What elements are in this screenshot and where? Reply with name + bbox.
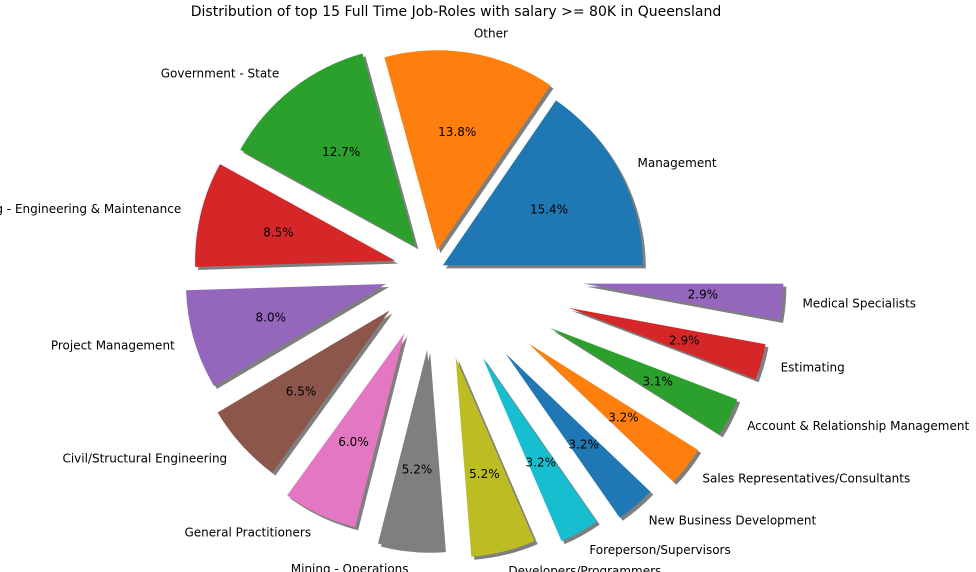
pct-label-medical-specialists: 2.9%: [688, 288, 719, 302]
slice-government-state: [240, 53, 416, 247]
slice-label-management: Management: [637, 156, 716, 170]
chart-title: Distribution of top 15 Full Time Job-Rol…: [190, 4, 722, 20]
slice-label-general-practitioners: General Practitioners: [185, 526, 312, 540]
slice-label-sales-representatives-consultants: Sales Representatives/Consultants: [702, 472, 910, 486]
pct-label-general-practitioners: 6.0%: [338, 435, 369, 449]
slice-account-relationship-management: [550, 328, 738, 435]
slice-estimating: [568, 307, 766, 380]
slice-mining-engineering-maintenance: [195, 164, 396, 267]
slice-civil-structural-engineering: [217, 310, 390, 473]
slice-sales-representatives-consultants: [528, 343, 699, 482]
slice-label-government-state: Government - State: [161, 67, 280, 81]
slice-label-mining-engineering-maintenance: Mining - Engineering & Maintenance: [0, 202, 181, 216]
slice-label-new-business-development: New Business Development: [649, 514, 817, 528]
pct-label-civil-structural-engineering: 6.5%: [286, 384, 317, 398]
slice-other: [384, 50, 551, 251]
label-layer: 15.4% Management 13.8% Other 12.7% Government…: [0, 26, 969, 572]
slice-label-medical-specialists: Medical Specialists: [802, 297, 916, 311]
slice-label-estimating: Estimating: [781, 360, 845, 374]
pct-label-developers-programmers: 5.2%: [469, 467, 500, 481]
pct-label-estimating: 2.9%: [669, 333, 700, 347]
pct-label-sales-representatives-consultants: 3.2%: [608, 410, 639, 424]
pct-label-project-management: 8.0%: [256, 311, 287, 325]
pct-label-other: 13.8%: [438, 125, 476, 139]
slice-label-developers-programmers: Developers/Programmers: [508, 564, 661, 572]
slice-mining-operations: [377, 349, 443, 550]
slice-general-practitioners: [287, 333, 405, 528]
pct-label-government-state: 12.7%: [322, 145, 360, 159]
slice-label-foreperson-supervisors: Foreperson/Supervisors: [589, 543, 730, 557]
slice-label-account-relationship-management: Account & Relationship Management: [747, 419, 969, 433]
slice-medical-specialists: [583, 283, 784, 320]
slice-label-other: Other: [474, 26, 508, 40]
slice-new-business-development: [505, 353, 651, 518]
pct-label-new-business-development: 3.2%: [568, 438, 599, 452]
slice-label-civil-structural-engineering: Civil/Structural Engineering: [62, 452, 227, 466]
slice-label-mining-operations: Mining - Operations: [291, 562, 409, 572]
slice-foreperson-supervisors: [482, 357, 597, 542]
slice-management: [442, 100, 643, 266]
pct-label-mining-engineering-maintenance: 8.5%: [263, 226, 294, 240]
slice-developers-programmers: [455, 357, 535, 557]
pct-label-management: 15.4%: [530, 202, 568, 216]
pct-label-foreperson-supervisors: 3.2%: [526, 455, 557, 469]
slice-layer: [186, 50, 784, 557]
pct-label-mining-operations: 5.2%: [402, 462, 433, 476]
pct-label-account-relationship-management: 3.1%: [642, 375, 673, 389]
slice-project-management: [186, 283, 386, 386]
slice-label-project-management: Project Management: [51, 338, 175, 352]
